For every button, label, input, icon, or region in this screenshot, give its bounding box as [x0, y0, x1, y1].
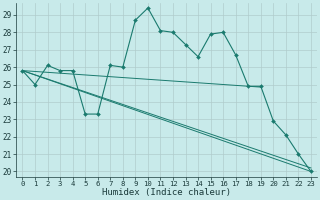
X-axis label: Humidex (Indice chaleur): Humidex (Indice chaleur) — [102, 188, 231, 197]
